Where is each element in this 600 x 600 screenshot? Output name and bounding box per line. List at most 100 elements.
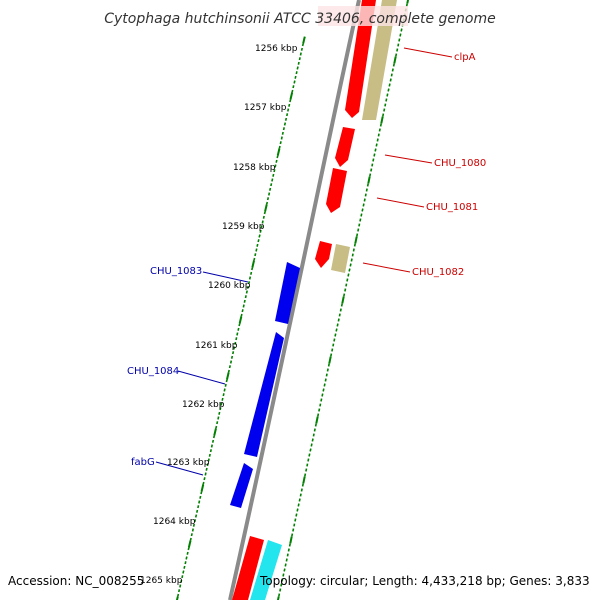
CHU_1083-leader bbox=[202, 271, 249, 283]
major-tick bbox=[276, 596, 280, 600]
gene-label-CHU_1080: CHU_1080 bbox=[434, 158, 486, 169]
minor-tick bbox=[253, 257, 256, 261]
major-tick bbox=[289, 536, 293, 544]
minor-tick bbox=[186, 551, 189, 555]
page-title: Cytophaga hutchinsonii ATCC 33406, compl… bbox=[104, 11, 495, 27]
minor-tick bbox=[347, 273, 350, 277]
minor-tick bbox=[296, 66, 299, 70]
minor-tick bbox=[203, 477, 206, 481]
minor-tick bbox=[362, 203, 365, 207]
gene-bottom-red-arrow[interactable] bbox=[232, 536, 264, 600]
minor-tick bbox=[292, 528, 295, 532]
minor-tick bbox=[180, 579, 183, 583]
minor-tick bbox=[199, 495, 202, 499]
minor-tick bbox=[263, 211, 266, 215]
minor-tick bbox=[266, 197, 270, 201]
major-tick bbox=[315, 416, 319, 424]
minor-tick bbox=[255, 248, 258, 252]
minor-tick bbox=[294, 75, 297, 79]
minor-tick bbox=[363, 198, 366, 202]
gene-clpA-arrow[interactable] bbox=[345, 0, 376, 118]
minor-tick bbox=[220, 402, 223, 406]
minor-tick bbox=[206, 463, 209, 467]
gene-label-CHU_1081: CHU_1081 bbox=[426, 202, 478, 213]
minor-tick bbox=[300, 47, 303, 51]
minor-tick bbox=[364, 193, 367, 197]
minor-tick bbox=[387, 88, 390, 92]
minor-tick bbox=[352, 248, 355, 252]
gene-clpA-tan-arrow[interactable] bbox=[362, 0, 397, 120]
gene-CHU_1083-arrow[interactable] bbox=[275, 262, 300, 324]
minor-tick bbox=[268, 192, 271, 196]
major-tick bbox=[354, 236, 358, 244]
minor-tick bbox=[243, 299, 246, 303]
minor-tick bbox=[190, 533, 193, 537]
minor-tick bbox=[271, 178, 274, 182]
minor-tick bbox=[176, 593, 180, 597]
gene-CHU_1082-tan-arrow[interactable] bbox=[331, 244, 350, 273]
major-tick bbox=[328, 356, 332, 364]
minor-tick bbox=[202, 481, 205, 485]
minor-tick bbox=[283, 122, 287, 126]
minor-tick bbox=[293, 523, 296, 527]
minor-tick bbox=[282, 127, 285, 131]
gene-CHU_1080-arrow[interactable] bbox=[335, 127, 355, 167]
minor-tick bbox=[204, 472, 207, 476]
minor-tick bbox=[262, 215, 265, 219]
minor-tick bbox=[374, 148, 377, 152]
minor-tick bbox=[356, 233, 359, 237]
minor-tick bbox=[299, 493, 302, 497]
minor-tick bbox=[219, 407, 222, 411]
gene-fabG-arrow[interactable] bbox=[230, 463, 253, 508]
outer-tick-track bbox=[175, 36, 306, 600]
gene-CHU_1081-arrow[interactable] bbox=[326, 168, 347, 213]
minor-tick bbox=[311, 438, 314, 442]
major-tick bbox=[341, 296, 345, 304]
minor-tick bbox=[346, 278, 349, 282]
minor-tick bbox=[299, 52, 302, 56]
minor-tick bbox=[349, 263, 352, 267]
minor-tick bbox=[327, 363, 330, 367]
major-tick bbox=[213, 428, 217, 436]
minor-tick bbox=[284, 563, 287, 567]
minor-tick bbox=[198, 500, 201, 504]
minor-tick bbox=[301, 483, 304, 487]
title-highlight bbox=[318, 6, 408, 26]
minor-tick bbox=[270, 183, 273, 187]
minor-tick bbox=[391, 68, 394, 72]
ruler-label: 1261 kbp bbox=[195, 341, 238, 351]
minor-tick bbox=[183, 565, 186, 569]
minor-tick bbox=[208, 453, 211, 457]
minor-tick bbox=[189, 537, 192, 541]
minor-tick bbox=[278, 145, 281, 149]
major-tick bbox=[200, 484, 205, 492]
ruler-label: 1257 kbp bbox=[244, 103, 287, 113]
minor-tick bbox=[247, 281, 251, 285]
minor-tick bbox=[223, 388, 226, 392]
minor-tick bbox=[200, 491, 203, 495]
minor-tick bbox=[276, 155, 279, 159]
CHU_1080-leader bbox=[384, 154, 433, 164]
minor-tick bbox=[229, 360, 233, 364]
minor-tick bbox=[357, 228, 360, 232]
major-tick bbox=[302, 36, 306, 44]
minor-tick bbox=[274, 164, 277, 168]
gene-CHU_1084-arrow[interactable] bbox=[244, 332, 284, 457]
gene-CHU_1082-arrow[interactable] bbox=[315, 241, 332, 268]
minor-tick bbox=[351, 253, 354, 257]
minor-tick bbox=[224, 383, 227, 387]
minor-tick bbox=[295, 71, 298, 75]
minor-tick bbox=[196, 509, 199, 513]
minor-tick bbox=[334, 333, 337, 337]
minor-tick bbox=[212, 435, 216, 439]
minor-tick bbox=[395, 53, 398, 57]
minor-tick bbox=[272, 173, 275, 177]
minor-tick bbox=[225, 379, 228, 383]
minor-tick bbox=[241, 309, 244, 313]
minor-tick bbox=[324, 378, 327, 382]
minor-tick bbox=[389, 78, 392, 82]
gene-bottom-cyan-arrow[interactable] bbox=[250, 540, 282, 600]
minor-tick bbox=[278, 593, 281, 597]
minor-tick bbox=[230, 355, 234, 359]
minor-tick bbox=[187, 547, 190, 551]
